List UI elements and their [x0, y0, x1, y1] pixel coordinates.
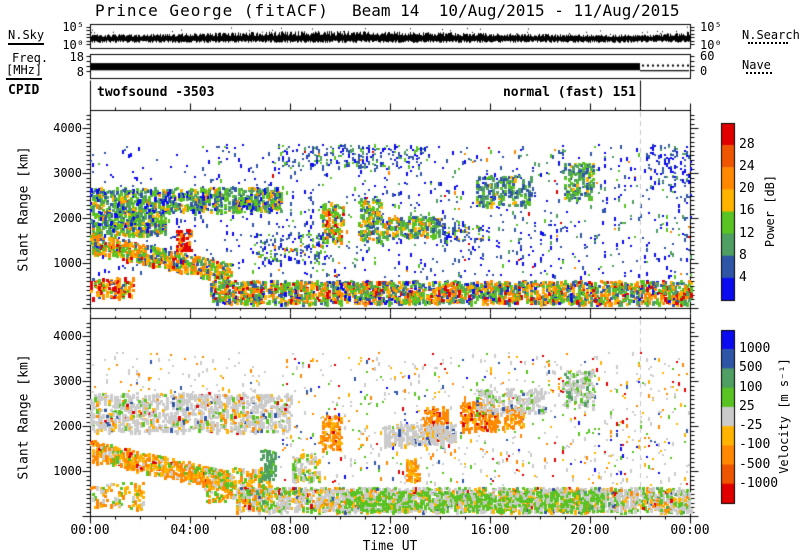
freq-left-tick-bottom: 8 [76, 65, 84, 79]
xtick-0000b: 00:00 [670, 523, 710, 538]
power-cbar-4: 4 [739, 270, 747, 285]
noise-left-tick-bottom: 10⁰ [62, 38, 84, 52]
power-ytick-3000: 3000 [53, 166, 82, 180]
noise-right-tick-top: 10⁵ [700, 20, 722, 34]
noise-search-label: N.Search [742, 28, 800, 42]
nave-right-tick-bottom: 0 [700, 64, 708, 78]
power-cbar-12: 12 [739, 226, 755, 241]
freq-label-line1: Freq. [12, 51, 49, 65]
vel-cbar-m100: -100 [739, 437, 771, 452]
freq-legend-line: [MHz] [6, 63, 43, 80]
cpid-mode: normal (fast) 151 [502, 85, 636, 100]
velocity-ytick-1000: 1000 [53, 464, 82, 478]
freq-left-tick-top: 18 [69, 50, 84, 64]
power-cbar-28: 28 [739, 137, 755, 152]
noise-sky-legend-line: N.Sky [8, 28, 45, 45]
velocity-ytick-4000: 4000 [53, 329, 82, 343]
cpid-label: CPID [8, 83, 40, 98]
xtick-2000: 20:00 [570, 523, 610, 538]
noise-left-tick-top: 10⁵ [62, 20, 84, 34]
power-cbar-8: 8 [739, 248, 747, 263]
nave-right-tick-top: 60 [700, 49, 715, 63]
velocity-cbar-label: Velocity [m s⁻¹] [777, 358, 791, 474]
xtick-1200: 12:00 [370, 523, 410, 538]
power-ytick-2000: 2000 [53, 211, 82, 225]
beam-date-title: Beam 14 10/Aug/2015 - 11/Aug/2015 [352, 1, 680, 20]
power-ytick-4000: 4000 [53, 121, 82, 135]
cpid-program: twofsound -3503 [97, 85, 215, 100]
xtick-0400: 04:00 [170, 523, 210, 538]
noise-search-legend-dots [748, 42, 788, 44]
power-cbar-16: 16 [739, 203, 755, 218]
power-cbar-24: 24 [739, 159, 755, 174]
power-cbar-20: 20 [739, 181, 755, 196]
nave-legend-dots [746, 72, 772, 74]
vel-cbar-m500: -500 [739, 457, 771, 472]
vel-cbar-100: 100 [739, 380, 763, 395]
xtick-0000a: 00:00 [70, 523, 110, 538]
x-axis-label: Time UT [362, 539, 418, 554]
nave-label: Nave [742, 58, 771, 72]
vel-cbar-m25: -25 [739, 418, 763, 433]
freq-label-line2: [MHz] [6, 63, 43, 80]
power-cbar-label: Power [dB] [763, 174, 777, 248]
power-y-axis-label: Slant Range [km] [16, 146, 32, 272]
velocity-ytick-3000: 3000 [53, 374, 82, 388]
power-ytick-1000: 1000 [53, 256, 82, 270]
vel-cbar-1000: 1000 [739, 341, 771, 356]
vel-cbar-25: 25 [739, 399, 755, 414]
velocity-y-axis-label: Slant Range [km] [16, 354, 32, 480]
xtick-1600: 16:00 [470, 523, 510, 538]
vel-cbar-m1000: -1000 [739, 476, 779, 491]
velocity-ytick-2000: 2000 [53, 419, 82, 433]
page-title: Prince George (fitACF) [95, 1, 329, 20]
xtick-0800: 08:00 [270, 523, 310, 538]
noise-right-tick-bottom: 10⁰ [700, 38, 722, 52]
vel-cbar-500: 500 [739, 360, 763, 375]
noise-sky-label: N.Sky [8, 28, 45, 45]
